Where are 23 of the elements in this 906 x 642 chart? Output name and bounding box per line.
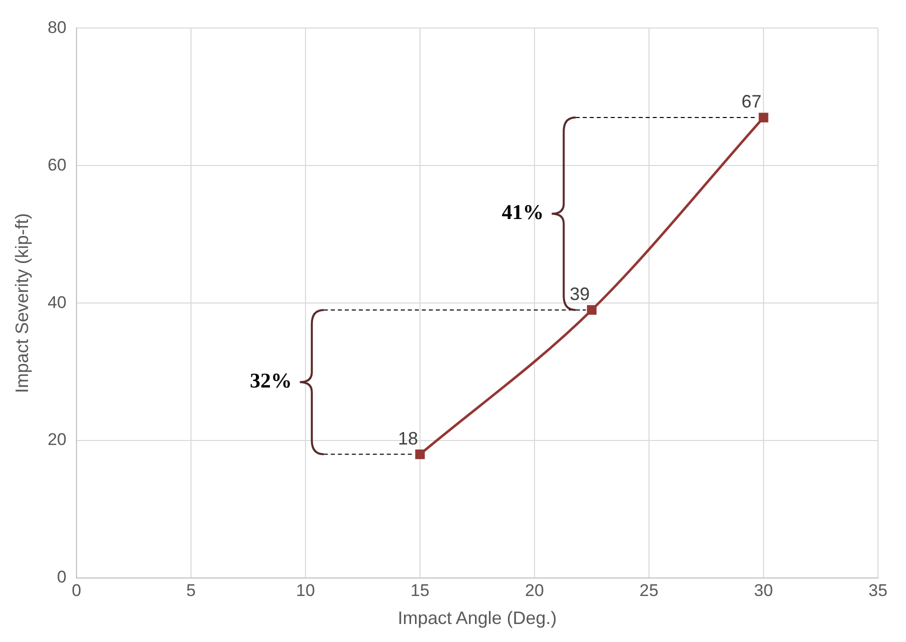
x-axis-title: Impact Angle (Deg.) [398,608,557,628]
x-tick-label: 5 [186,580,196,600]
annotation: 41% [502,200,544,224]
annotation: 32% [250,368,292,393]
x-tick-label: 25 [640,580,658,600]
point [586,305,597,315]
point [758,112,768,122]
data-label: 18 [398,428,418,448]
x-tick-label: 20 [525,580,544,600]
y-tick-label: 40 [48,292,67,312]
data-label: 39 [570,284,590,304]
x-tick-label: 0 [72,580,82,600]
data-label: 67 [741,92,762,112]
y-axis-title: Impact Severity (kip-ft) [12,213,32,394]
point [415,450,425,460]
y-tick-label: 60 [48,155,67,174]
y-tick-label: 80 [48,18,67,37]
y-tick-label: 20 [48,430,67,450]
x-tick-label: 10 [296,580,315,600]
x-tick-label: 15 [410,580,430,600]
x-tick-label: 35 [868,580,888,600]
x-tick-label: 30 [754,580,773,600]
y-tick-label: 0 [57,568,67,587]
